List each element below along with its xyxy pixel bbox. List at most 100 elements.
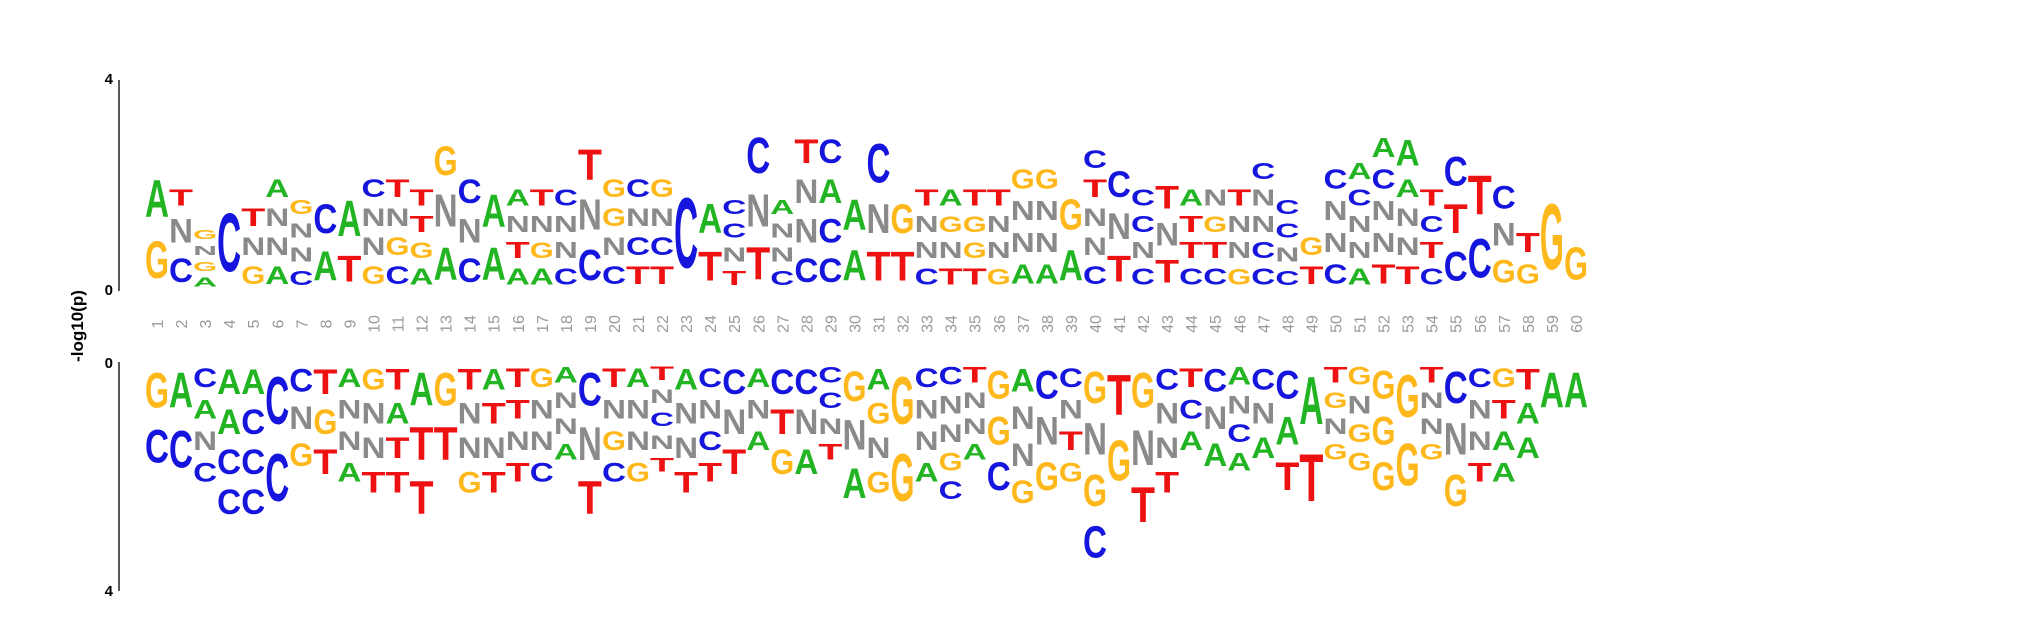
top-glyph-pos39-1: G	[1059, 192, 1083, 241]
bottom-glyph-pos30-0: G	[842, 362, 866, 410]
bottom-glyph-pos33-2: N	[915, 427, 939, 457]
bottom-glyph-pos45-2: A	[1203, 436, 1227, 472]
bottom-glyph-pos6-1: C	[265, 440, 289, 516]
top-glyph-pos20-1: N	[602, 233, 626, 261]
bottom-glyph-pos41-0: T	[1107, 363, 1131, 427]
top-glyph-pos36-3: T	[987, 185, 1012, 210]
top-glyph-pos50-2: N	[1323, 196, 1347, 227]
bottom-glyph-pos2-0: A	[169, 363, 193, 420]
bottom-glyph-pos3-3: C	[193, 458, 217, 488]
bottom-glyph-pos31-2: N	[867, 431, 891, 465]
top-glyph-pos31-1: N	[867, 195, 891, 241]
bottom-glyph-pos55-0: C	[1444, 363, 1468, 413]
top-glyph-pos10-1: N	[361, 233, 385, 261]
bottom-glyph-pos53-0: G	[1396, 364, 1420, 431]
position-label-53: 53	[1401, 315, 1418, 333]
bottom-glyph-pos11-3: T	[386, 466, 410, 499]
bottom-glyph-pos17-0: G	[530, 364, 554, 394]
top-tick-4: 4	[105, 71, 114, 88]
position-label-17: 17	[535, 315, 552, 333]
top-glyph-pos23-0: C	[674, 176, 698, 289]
bottom-glyph-pos12-0: A	[410, 362, 434, 415]
position-label-41: 41	[1112, 315, 1129, 333]
bottom-glyph-pos56-2: N	[1468, 427, 1492, 457]
position-label-12: 12	[415, 315, 432, 333]
position-label-32: 32	[896, 315, 913, 333]
position-label-39: 39	[1064, 315, 1081, 333]
top-glyph-pos15-0: A	[482, 238, 506, 290]
top-glyph-pos41-2: C	[1107, 164, 1131, 205]
top-glyph-pos60-0: G	[1564, 238, 1588, 290]
bottom-glyph-pos50-3: G	[1323, 440, 1347, 465]
top-glyph-pos52-4: A	[1372, 133, 1396, 164]
position-label-57: 57	[1497, 315, 1514, 333]
bottom-glyph-pos23-0: A	[674, 362, 698, 396]
top-glyph-pos49-0: T	[1299, 261, 1323, 289]
top-glyph-pos25-3: C	[722, 195, 746, 218]
top-glyph-pos10-3: C	[361, 175, 385, 203]
bottom-glyph-pos23-2: N	[674, 431, 698, 465]
bottom-glyph-pos37-2: N	[1011, 436, 1035, 472]
top-glyph-pos27-0: C	[770, 267, 794, 290]
top-glyph-pos5-0: G	[241, 262, 265, 290]
bottom-glyph-pos29-1: C	[818, 388, 842, 413]
top-glyph-pos6-3: A	[265, 175, 289, 203]
top-glyph-pos6-0: A	[265, 262, 289, 290]
top-glyph-pos44-2: T	[1179, 211, 1204, 236]
bottom-glyph-pos24-0: C	[698, 364, 722, 394]
top-glyph-pos52-1: N	[1372, 228, 1396, 259]
top-glyph-pos44-0: C	[1179, 265, 1203, 290]
bottom-glyph-pos38-2: G	[1035, 454, 1059, 499]
position-label-42: 42	[1136, 315, 1153, 333]
position-label-27: 27	[775, 315, 792, 333]
bottom-glyph-pos44-1: C	[1179, 395, 1203, 425]
bottom-glyph-pos15-1: T	[482, 397, 506, 430]
bottom-glyph-pos39-0: C	[1059, 364, 1083, 394]
position-label-49: 49	[1304, 315, 1321, 333]
top-glyph-pos25-1: N	[722, 243, 746, 266]
bottom-glyph-pos54-0: T	[1420, 362, 1445, 387]
top-glyph-pos47-0: C	[1251, 265, 1275, 290]
top-glyph-pos16-3: A	[506, 185, 530, 210]
bottom-glyph-pos22-3: N	[650, 431, 674, 453]
top-glyph-pos34-1: N	[939, 238, 963, 263]
top-glyph-pos47-3: N	[1251, 185, 1275, 210]
bottom-glyph-pos26-1: N	[746, 395, 770, 425]
top-glyph-pos3-2: N	[193, 243, 217, 258]
bottom-glyph-pos40-2: G	[1083, 466, 1107, 516]
top-glyph-pos20-3: G	[602, 175, 626, 203]
bottom-glyph-pos22-2: C	[650, 408, 674, 430]
position-label-24: 24	[703, 315, 720, 333]
top-glyph-pos50-0: C	[1323, 259, 1347, 290]
position-label-50: 50	[1328, 315, 1345, 333]
bottom-glyph-pos30-2: A	[842, 460, 866, 508]
bottom-glyph-pos28-2: A	[794, 443, 818, 482]
top-glyph-pos14-1: N	[458, 212, 482, 251]
bottom-glyph-pos51-3: G	[1348, 448, 1372, 475]
top-glyph-pos4-0: C	[217, 195, 241, 290]
bottom-glyph-pos40-3: C	[1083, 518, 1107, 568]
top-glyph-pos16-2: N	[506, 212, 530, 237]
bottom-glyph-pos20-1: N	[602, 395, 626, 425]
bottom-glyph-pos16-2: N	[506, 427, 530, 457]
top-glyph-pos51-2: N	[1348, 212, 1372, 237]
bottom-glyph-pos17-2: N	[530, 427, 554, 457]
top-glyph-pos28-3: T	[794, 132, 818, 170]
bottom-glyph-pos32-0: G	[891, 363, 915, 439]
top-glyph-pos22-3: G	[650, 175, 674, 203]
top-glyph-pos18-1: N	[554, 238, 578, 263]
top-glyph-pos34-0: T	[939, 264, 964, 289]
top-glyph-pos45-2: G	[1203, 212, 1227, 237]
top-glyph-pos53-4: A	[1396, 133, 1420, 174]
top-glyph-pos47-1: C	[1251, 238, 1275, 263]
bottom-glyph-pos33-3: A	[915, 458, 939, 488]
bottom-glyph-pos36-1: G	[987, 408, 1011, 453]
bottom-glyph-pos50-1: G	[1323, 388, 1347, 413]
bottom-glyph-pos5-3: C	[241, 483, 265, 522]
bottom-glyph-pos29-3: T	[818, 440, 843, 465]
top-glyph-pos20-2: G	[602, 204, 626, 232]
bottom-glyph-pos11-1: A	[386, 396, 410, 430]
top-glyph-pos30-1: A	[842, 191, 866, 239]
bottom-glyph-pos20-0: T	[602, 363, 626, 394]
top-glyph-pos53-2: N	[1396, 204, 1420, 232]
